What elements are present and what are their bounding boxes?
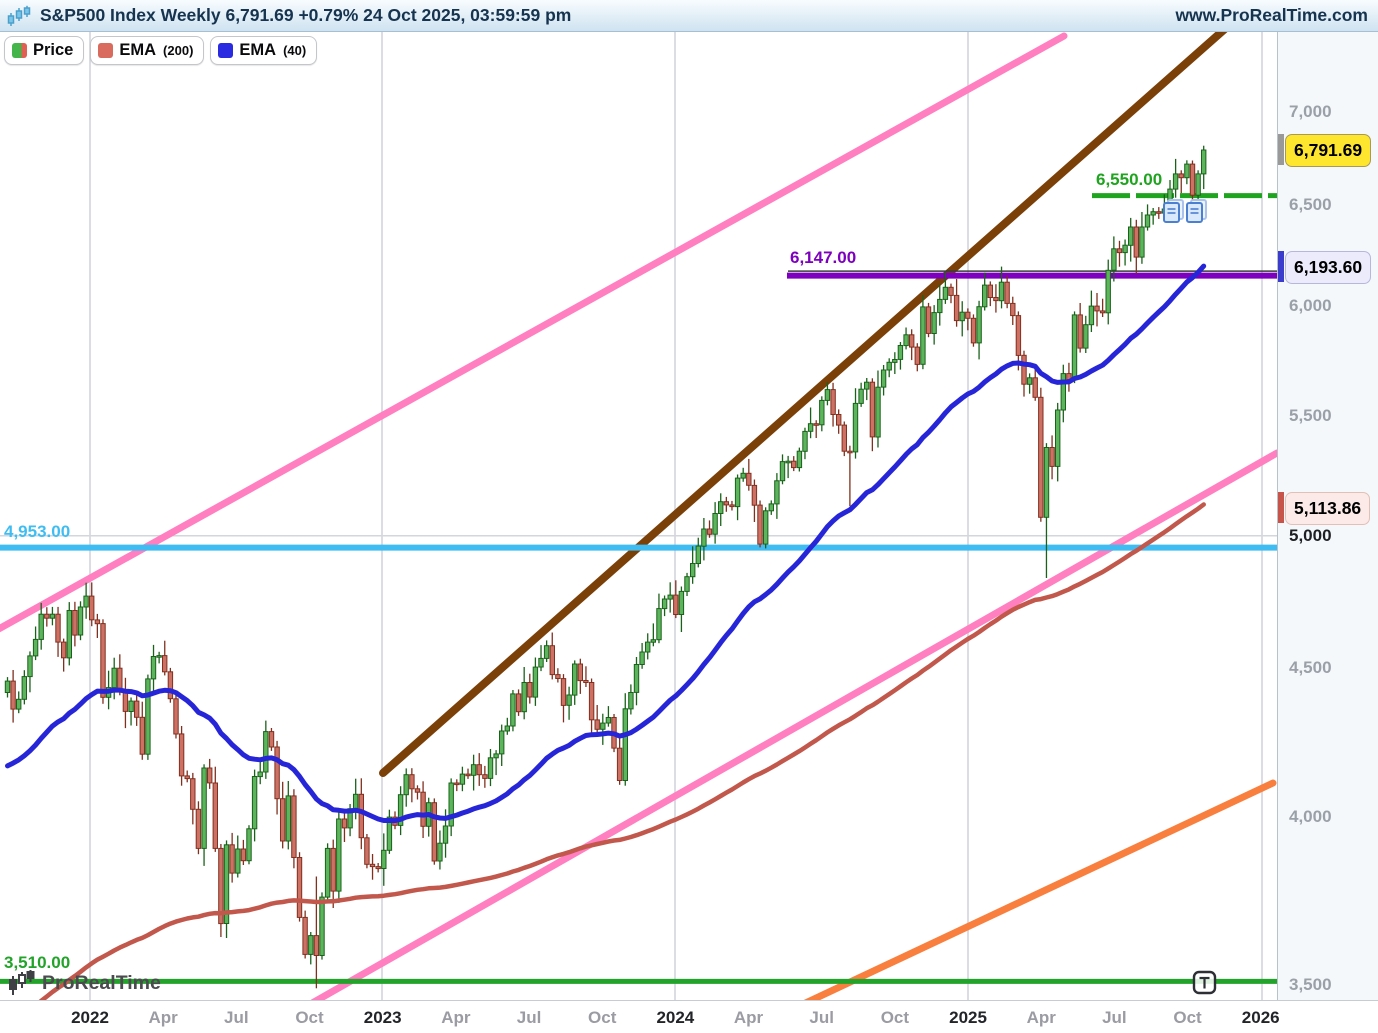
legend: Price EMA (200) EMA (40) (4, 36, 318, 65)
candle-bodies (4, 149, 1207, 956)
legend-swatch (12, 43, 27, 58)
chart-title: S&P500 Index Weekly 6,791.69 +0.79% 24 O… (40, 5, 572, 25)
legend-label: EMA (119, 41, 157, 59)
last-price-badge-bar (1278, 134, 1284, 166)
last-price-badge: 6,791.69 (1285, 134, 1372, 168)
copy-icon[interactable] (1163, 199, 1184, 223)
watermark-text: ProRealTime (42, 971, 161, 994)
y-axis-tick-6000: 6,000 (1289, 296, 1332, 316)
level-label-6147: 6,147.00 (790, 248, 857, 267)
x-axis-tick-Oct-7: Oct (588, 1008, 617, 1027)
header-bar: S&P500 Index Weekly 6,791.69 +0.79% 24 O… (0, 0, 1378, 32)
x-axis-tick-2024-8: 2024 (656, 1008, 695, 1027)
candle-wicks (6, 145, 1205, 989)
legend-label: EMA (239, 41, 277, 59)
level-label-4953: 4,953.00 (4, 522, 71, 541)
legend-swatch (218, 43, 234, 58)
copy-icon[interactable] (1186, 199, 1207, 223)
ema200-value-badge-bar (1278, 491, 1284, 523)
x-axis-tick-2026-16: 2026 (1241, 1008, 1280, 1027)
price-axis[interactable]: 7,000 6,500 6,000 5,500 5,000 4,500 4,000 3,500… (1277, 32, 1378, 1000)
x-axis-tick-Apr-1: Apr (148, 1008, 178, 1027)
y-axis-tick-7000: 7,000 (1289, 101, 1332, 121)
y-axis-tick-4000: 4,000 (1289, 806, 1332, 826)
level-label-3510: 3,510.00 (4, 953, 71, 972)
brown-trendline[interactable] (379, 20, 1235, 777)
level-label-6550: 6,550.00 (1096, 170, 1163, 189)
legend-param: (200) (163, 43, 194, 58)
text-anchor-icon[interactable] (1192, 970, 1217, 995)
x-axis-tick-2025-12: 2025 (949, 1008, 987, 1027)
x-axis-tick-Oct-15: Oct (1173, 1008, 1202, 1027)
pink-channel-lower[interactable] (300, 449, 1277, 1010)
x-axis-tick-Jul-2: Jul (224, 1008, 249, 1027)
ema200-value-badge: 5,113.86 (1285, 491, 1371, 525)
time-axis[interactable]: 2022 Apr Jul Oct 2023 Apr Jul Oct 2024 Apr Jul Oct 2… (0, 1000, 1378, 1033)
y-axis-tick-6500: 6,500 (1289, 195, 1332, 215)
y-axis-tick-3500: 3,500 (1289, 975, 1332, 994)
watermark-candles-icon (9, 970, 35, 995)
y-axis-tick-4500: 4,500 (1289, 658, 1332, 678)
pink-channel-upper[interactable] (0, 32, 1068, 645)
x-axis-tick-Jul-14: Jul (1102, 1008, 1127, 1027)
x-axis-tick-Apr-5: Apr (441, 1008, 471, 1027)
ema40-value-badge: 6,193.60 (1285, 250, 1372, 284)
prorealtime-watermark: ProRealTime (8, 970, 161, 996)
orange-trendline[interactable] (795, 779, 1277, 1008)
x-axis-tick-Jul-6: Jul (516, 1008, 542, 1027)
x-axis-tick-2022-0: 2022 (71, 1008, 109, 1027)
y-axis-tick-5000: 5,000 (1289, 525, 1332, 545)
ema40-value-badge-bar (1278, 250, 1284, 282)
x-axis-tick-Oct-11: Oct (880, 1008, 910, 1027)
x-axis-tick-Apr-13: Apr (1026, 1008, 1056, 1027)
y-axis-tick-5500: 5,500 (1289, 405, 1332, 425)
ema-40-line[interactable] (5, 263, 1207, 824)
legend-label: Price (33, 41, 74, 59)
legend-param: (40) (283, 43, 307, 58)
website-link[interactable]: www.ProRealTime.com (1175, 5, 1368, 25)
x-axis-tick-Oct-3: Oct (295, 1008, 324, 1027)
x-axis-tick-2023-4: 2023 (363, 1008, 402, 1027)
ema-200-line[interactable] (8, 502, 1206, 1026)
legend-chip-ema(40)[interactable]: EMA (40) (210, 36, 318, 65)
legend-swatch (98, 43, 114, 58)
legend-chip-ema(200)[interactable]: EMA (200) (90, 36, 205, 65)
x-axis-tick-Jul-10: Jul (809, 1008, 834, 1027)
legend-chip-price[interactable]: Price (4, 36, 85, 65)
x-axis-tick-Apr-9: Apr (733, 1008, 764, 1027)
app-logo-candles-icon (7, 5, 33, 27)
